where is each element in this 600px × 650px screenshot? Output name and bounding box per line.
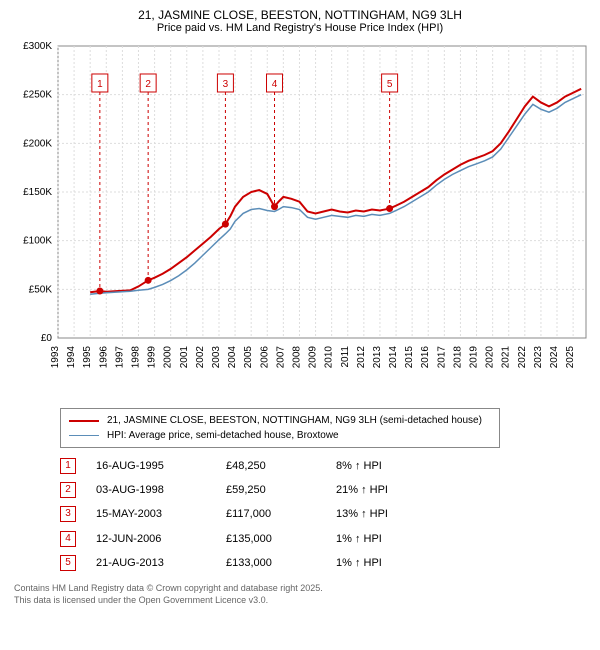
transaction-row-3: 4 12-JUN-2006£135,0001% ↑ HPI — [60, 527, 590, 551]
svg-text:2008: 2008 — [291, 346, 302, 369]
transactions-table: 116-AUG-1995£48,2508% ↑ HPI203-AUG-1998£… — [60, 454, 590, 575]
svg-text:2023: 2023 — [533, 346, 544, 369]
svg-text:1997: 1997 — [114, 346, 125, 369]
chart-subtitle: Price paid vs. HM Land Registry's House … — [10, 22, 590, 34]
svg-text:£50K: £50K — [29, 284, 53, 295]
svg-text:1994: 1994 — [66, 346, 77, 369]
legend-swatch-0 — [69, 420, 99, 422]
svg-text:3: 3 — [223, 79, 229, 90]
svg-text:£0: £0 — [41, 333, 53, 344]
tx-price-3: £135,000 — [226, 527, 336, 551]
svg-text:2004: 2004 — [227, 346, 238, 369]
tx-date-1: 03-AUG-1998 — [96, 478, 226, 502]
tx-date-3: 12-JUN-2006 — [96, 527, 226, 551]
tx-price-0: £48,250 — [226, 454, 336, 478]
svg-text:1995: 1995 — [82, 346, 93, 369]
svg-text:2005: 2005 — [243, 346, 254, 369]
legend-box: 21, JASMINE CLOSE, BEESTON, NOTTINGHAM, … — [60, 408, 500, 448]
svg-text:2016: 2016 — [420, 346, 431, 369]
chart-title: 21, JASMINE CLOSE, BEESTON, NOTTINGHAM, … — [10, 8, 590, 22]
tx-marker-2: 3 — [60, 506, 76, 522]
svg-text:2018: 2018 — [452, 346, 463, 369]
chart-area: £0 £50K £100K £150K £200K £250K £300K 1993 1994 1… — [10, 40, 590, 400]
legend-swatch-1 — [69, 435, 99, 437]
legend-row-1: HPI: Average price, semi-detached house,… — [69, 428, 491, 443]
footer-text: Contains HM Land Registry data © Crown c… — [14, 583, 590, 606]
svg-text:2: 2 — [145, 79, 151, 90]
legend-row-0: 21, JASMINE CLOSE, BEESTON, NOTTINGHAM, … — [69, 413, 491, 428]
svg-text:£150K: £150K — [23, 187, 52, 198]
svg-text:2019: 2019 — [469, 346, 480, 369]
svg-text:2020: 2020 — [485, 346, 496, 369]
svg-text:2015: 2015 — [404, 346, 415, 369]
tx-marker-3: 4 — [60, 531, 76, 547]
svg-text:2000: 2000 — [163, 346, 174, 369]
tx-price-2: £117,000 — [226, 502, 336, 526]
tx-pct-1: 21% ↑ HPI — [336, 478, 416, 502]
tx-pct-0: 8% ↑ HPI — [336, 454, 416, 478]
svg-text:2017: 2017 — [436, 346, 447, 369]
legend-label-0: 21, JASMINE CLOSE, BEESTON, NOTTINGHAM, … — [107, 413, 482, 428]
svg-text:2009: 2009 — [308, 346, 319, 369]
svg-text:2021: 2021 — [501, 346, 512, 369]
legend-label-1: HPI: Average price, semi-detached house,… — [107, 428, 339, 443]
tx-marker-1: 2 — [60, 482, 76, 498]
svg-text:2002: 2002 — [195, 346, 206, 369]
line-chart-svg: £0 £50K £100K £150K £200K £250K £300K 1993 1994 1… — [10, 40, 590, 400]
tx-price-1: £59,250 — [226, 478, 336, 502]
svg-text:4: 4 — [272, 79, 278, 90]
svg-text:2013: 2013 — [372, 346, 383, 369]
transaction-row-2: 3 15-MAY-2003£117,00013% ↑ HPI — [60, 502, 590, 526]
svg-text:2011: 2011 — [340, 346, 351, 368]
tx-pct-4: 1% ↑ HPI — [336, 551, 416, 575]
tx-date-2: 15-MAY-2003 — [96, 502, 226, 526]
svg-text:1998: 1998 — [130, 346, 141, 369]
svg-text:5: 5 — [387, 79, 393, 90]
tx-date-0: 16-AUG-1995 — [96, 454, 226, 478]
svg-text:£200K: £200K — [23, 138, 52, 149]
tx-date-4: 21-AUG-2013 — [96, 551, 226, 575]
svg-text:1993: 1993 — [50, 346, 61, 369]
svg-text:1: 1 — [97, 79, 103, 90]
tx-marker-0: 1 — [60, 458, 76, 474]
svg-text:1999: 1999 — [147, 346, 158, 369]
transaction-row-1: 2 03-AUG-1998£59,25021% ↑ HPI — [60, 478, 590, 502]
tx-pct-2: 13% ↑ HPI — [336, 502, 416, 526]
svg-text:2024: 2024 — [549, 346, 560, 369]
svg-text:2025: 2025 — [565, 346, 576, 369]
svg-text:2006: 2006 — [259, 346, 270, 369]
svg-text:2014: 2014 — [388, 346, 399, 369]
svg-text:2007: 2007 — [275, 346, 286, 369]
svg-text:2022: 2022 — [517, 346, 528, 369]
transaction-row-0: 1 16-AUG-1995£48,2508% ↑ HPI — [60, 454, 590, 478]
svg-text:2012: 2012 — [356, 346, 367, 369]
svg-text:£250K: £250K — [23, 90, 52, 101]
tx-price-4: £133,000 — [226, 551, 336, 575]
svg-text:£100K: £100K — [23, 236, 52, 247]
svg-text:2010: 2010 — [324, 346, 335, 369]
tx-pct-3: 1% ↑ HPI — [336, 527, 416, 551]
svg-text:2003: 2003 — [211, 346, 222, 369]
svg-text:£300K: £300K — [23, 41, 52, 52]
transaction-row-4: 5 21-AUG-2013£133,0001% ↑ HPI — [60, 551, 590, 575]
tx-marker-4: 5 — [60, 555, 76, 571]
svg-text:1996: 1996 — [98, 346, 109, 369]
svg-text:2001: 2001 — [179, 346, 190, 369]
